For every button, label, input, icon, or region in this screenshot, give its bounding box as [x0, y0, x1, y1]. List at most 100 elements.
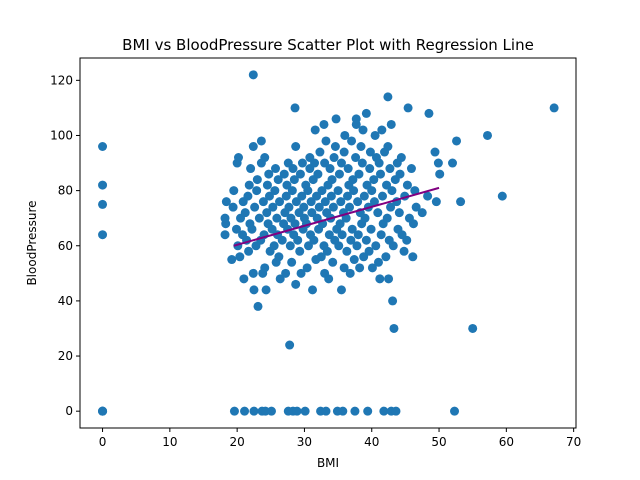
- scatter-point: [346, 235, 356, 245]
- scatter-point: [270, 186, 280, 196]
- scatter-point: [229, 406, 239, 416]
- x-tick-label: 50: [431, 435, 446, 449]
- scatter-point: [373, 257, 383, 267]
- scatter-point: [301, 180, 311, 190]
- scatter-point: [248, 70, 258, 80]
- scatter-point: [340, 130, 350, 140]
- scatter-point: [275, 274, 285, 284]
- scatter-point: [331, 114, 341, 124]
- scatter-point: [281, 268, 291, 278]
- scatter-point: [456, 197, 466, 207]
- scatter-point: [356, 142, 366, 152]
- scatter-point: [320, 268, 330, 278]
- scatter-point: [333, 186, 343, 196]
- scatter-point: [381, 252, 391, 262]
- scatter-point: [326, 191, 336, 201]
- scatter-point: [424, 108, 434, 118]
- scatter-point: [337, 230, 347, 240]
- scatter-point: [285, 340, 295, 350]
- x-tick-label: 20: [230, 435, 245, 449]
- scatter-point: [271, 164, 281, 174]
- scatter-point: [343, 164, 353, 174]
- scatter-point: [361, 235, 371, 245]
- scatter-point: [330, 142, 340, 152]
- scatter-point: [306, 197, 316, 207]
- scatter-point: [279, 169, 289, 179]
- scatter-point: [299, 202, 309, 212]
- scatter-point: [282, 180, 292, 190]
- scatter-point: [253, 301, 263, 311]
- scatter-point: [364, 246, 374, 256]
- scatter-point: [378, 191, 388, 201]
- scatter-point: [319, 119, 329, 129]
- scatter-point: [408, 252, 418, 262]
- scatter-point: [384, 274, 394, 284]
- scatter-point: [312, 213, 322, 223]
- scatter-point: [289, 230, 299, 240]
- y-tick-label: 100: [50, 128, 73, 142]
- scatter-point: [410, 186, 420, 196]
- scatter-point: [403, 103, 413, 113]
- scatter-point: [385, 164, 395, 174]
- y-tick-label: 0: [65, 404, 73, 418]
- scatter-point: [336, 197, 346, 207]
- scatter-point: [98, 142, 108, 152]
- x-tick-label: 60: [499, 435, 514, 449]
- scatter-point: [317, 186, 327, 196]
- scatter-point: [274, 252, 284, 262]
- scatter-point: [327, 175, 337, 185]
- scatter-point: [283, 158, 293, 168]
- scatter-point: [351, 153, 361, 163]
- scatter-point: [339, 147, 349, 157]
- scatter-point: [246, 164, 256, 174]
- scatter-point: [406, 164, 416, 174]
- scatter-point: [353, 230, 363, 240]
- scatter-point: [291, 279, 301, 289]
- scatter-point: [275, 197, 285, 207]
- points-layer: [98, 70, 559, 416]
- scatter-point: [266, 406, 276, 416]
- scatter-point: [399, 246, 409, 256]
- scatter-point: [310, 125, 320, 135]
- scatter-point: [375, 274, 385, 284]
- scatter-point: [402, 180, 412, 190]
- scatter-point: [355, 263, 365, 273]
- scatter-point: [431, 197, 441, 207]
- scatter-point: [361, 108, 371, 118]
- scatter-point: [262, 180, 272, 190]
- scatter-point: [249, 285, 259, 295]
- scatter-point: [349, 255, 359, 265]
- scatter-point: [235, 252, 245, 262]
- scatter-point: [303, 241, 313, 251]
- scatter-point: [367, 263, 377, 273]
- scatter-point: [233, 153, 243, 163]
- scatter-point: [269, 241, 279, 251]
- scatter-point: [220, 213, 230, 223]
- scatter-point: [321, 136, 331, 146]
- scatter-point: [221, 197, 231, 207]
- scatter-point: [388, 296, 398, 306]
- scatter-point: [366, 224, 376, 234]
- scatter-point: [295, 169, 305, 179]
- scatter-point: [369, 197, 379, 207]
- scatter-point: [319, 241, 329, 251]
- scatter-point: [300, 406, 310, 416]
- y-tick-label: 120: [50, 73, 73, 87]
- scatter-point: [423, 191, 433, 201]
- scatter-point: [335, 219, 345, 229]
- scatter-point: [387, 186, 397, 196]
- scatter-point: [365, 147, 375, 157]
- scatter-point: [305, 153, 315, 163]
- scatter-point: [306, 230, 316, 240]
- scatter-point: [468, 323, 478, 333]
- scatter-point: [549, 103, 559, 113]
- scatter-point: [262, 208, 272, 218]
- y-tick-label: 20: [58, 349, 73, 363]
- scatter-point: [417, 208, 427, 218]
- scatter-point: [379, 406, 389, 416]
- scatter-point: [350, 406, 360, 416]
- x-tick-label: 0: [99, 435, 107, 449]
- scatter-point: [268, 202, 278, 212]
- scatter-point: [228, 202, 238, 212]
- scatter-point: [273, 175, 283, 185]
